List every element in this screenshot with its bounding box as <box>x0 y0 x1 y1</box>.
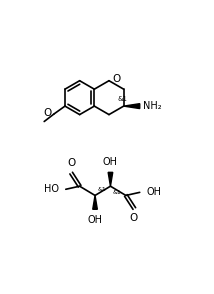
Text: O: O <box>68 158 76 168</box>
Polygon shape <box>93 196 97 209</box>
Polygon shape <box>124 104 140 108</box>
Text: O: O <box>113 74 121 84</box>
Text: OH: OH <box>103 157 118 167</box>
Text: &1: &1 <box>117 96 128 102</box>
Text: OH: OH <box>88 215 103 225</box>
Text: NH₂: NH₂ <box>143 101 161 111</box>
Text: &1: &1 <box>97 187 106 192</box>
Text: HO: HO <box>44 184 59 194</box>
Polygon shape <box>108 172 113 186</box>
Text: &1: &1 <box>113 190 122 195</box>
Text: O: O <box>44 108 52 118</box>
Text: OH: OH <box>147 187 162 197</box>
Text: O: O <box>129 213 138 223</box>
